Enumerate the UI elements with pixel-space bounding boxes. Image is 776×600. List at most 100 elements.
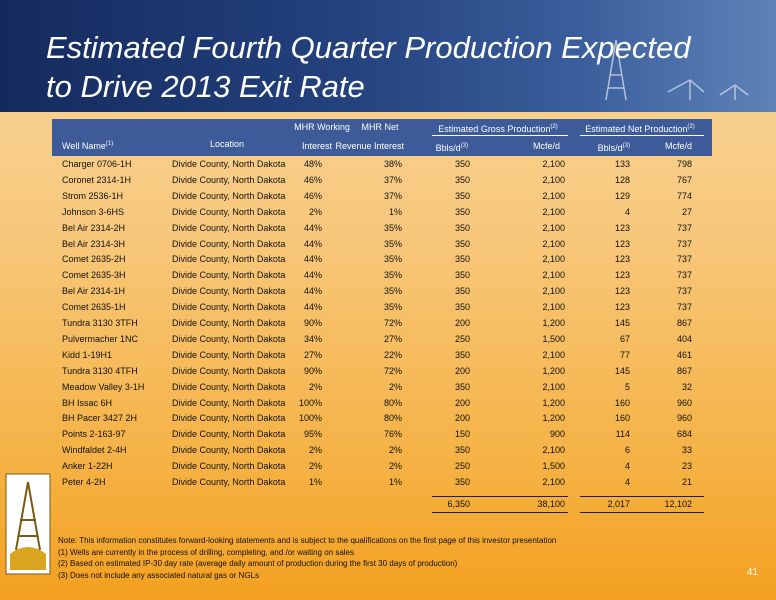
table-cell: 46% <box>303 190 322 201</box>
table-cell: 2,100 <box>542 254 565 265</box>
table-cell: 123 <box>614 238 630 249</box>
table-cell: Pulvermacher 1NC <box>62 333 139 344</box>
table-cell: Divide County, North Dakota <box>172 413 286 424</box>
table-cell: 2% <box>388 461 402 472</box>
table-cell: 350 <box>454 381 470 392</box>
table-cell: Johnson 3-6HS <box>62 206 125 217</box>
table-cell: 38% <box>383 159 402 169</box>
table-cell: Meadow Valley 3-1H <box>62 381 145 392</box>
table-cell: 95% <box>303 429 322 440</box>
table-cell: 44% <box>303 222 322 233</box>
table-cell: 960 <box>676 413 692 424</box>
table-cell: Divide County, North Dakota <box>172 222 286 233</box>
table-cell: 35% <box>383 302 402 313</box>
table-cell: 737 <box>676 238 692 249</box>
table-cell: 100% <box>298 413 322 424</box>
table-cell: 960 <box>676 397 692 408</box>
header-cell: Bbls/d(3) <box>435 143 468 153</box>
table-cell: 2,100 <box>542 477 565 487</box>
table-cell: Divide County, North Dakota <box>172 333 286 344</box>
table-cell: 737 <box>676 270 692 281</box>
table-cell: 35% <box>383 270 402 281</box>
table-cell: 2,100 <box>542 206 565 217</box>
footnote-ref: (3) <box>460 143 468 149</box>
table-cell: 200 <box>454 318 470 328</box>
table-cell: 160 <box>614 397 630 408</box>
note: (1) Wells are currently in the process o… <box>58 547 354 557</box>
table-cell: 350 <box>454 238 470 249</box>
table-cell: 114 <box>615 429 630 440</box>
table-cell: 2,100 <box>542 238 565 249</box>
table-cell: Divide County, North Dakota <box>172 349 286 360</box>
table-cell: 404 <box>676 333 692 344</box>
table-cell: 77 <box>619 349 630 360</box>
table-cell: Divide County, North Dakota <box>172 190 286 201</box>
table-cell: 22% <box>383 349 402 360</box>
table-cell: Coronet 2314-1H <box>62 174 132 185</box>
table-cell: 44% <box>303 254 322 265</box>
table-cell: 1,500 <box>542 333 565 344</box>
table-cell: Divide County, North Dakota <box>172 254 286 265</box>
table-cell: 350 <box>454 222 470 233</box>
table-cell: 133 <box>614 159 630 169</box>
table-cell: Bel Air 2314-2H <box>62 222 126 233</box>
table-cell: 684 <box>676 429 692 440</box>
table-cell: Divide County, North Dakota <box>172 397 286 408</box>
footnote-ref: (2) <box>687 124 695 130</box>
table-cell: 2% <box>388 445 402 456</box>
table-cell: 250 <box>454 461 470 472</box>
table-cell: 350 <box>454 477 470 487</box>
table-cell: 2,100 <box>542 174 565 185</box>
table-cell: Comet 2635-1H <box>62 302 126 313</box>
table-cell: BH Pacer 3427 2H <box>62 413 138 424</box>
table-cell: 6 <box>624 445 630 456</box>
table-cell: 123 <box>614 254 630 265</box>
title-line: Estimated Fourth Quarter Production Expe… <box>46 30 691 65</box>
header-cell: MHR Working <box>294 122 350 132</box>
table-cell: 2,100 <box>542 286 565 297</box>
table-cell: 1% <box>388 477 402 487</box>
table-cell: 867 <box>676 365 692 376</box>
page-number: 41 <box>746 567 758 578</box>
table-cell: 123 <box>614 222 630 233</box>
table-cell: Divide County, North Dakota <box>172 159 286 169</box>
table-cell: 145 <box>614 365 630 376</box>
table-cell: 35% <box>383 286 402 297</box>
table-cell: 34% <box>303 333 322 344</box>
table-cell: 350 <box>454 445 470 456</box>
table-cell: 4 <box>624 461 630 472</box>
total-cell: 2,017 <box>607 498 630 509</box>
table-cell: Peter 4-2H <box>62 477 106 487</box>
table-cell: 350 <box>454 349 470 360</box>
table-cell: 48% <box>303 159 322 169</box>
header-rule <box>432 135 568 136</box>
table-cell: 200 <box>454 365 470 376</box>
table-cell: 250 <box>454 333 470 344</box>
table-cell: 80% <box>383 413 402 424</box>
table-cell: Comet 2635-3H <box>62 270 126 281</box>
table-cell: 44% <box>303 302 322 313</box>
table-cell: 37% <box>383 190 402 201</box>
header-rule <box>580 135 704 136</box>
table-cell: 900 <box>549 429 565 440</box>
header-cell: Revenue Interest <box>335 141 404 151</box>
table-cell: 2% <box>308 206 322 217</box>
table-cell: 2% <box>308 381 322 392</box>
total-rule <box>580 495 704 497</box>
table-cell: Divide County, North Dakota <box>172 461 286 472</box>
table-cell: 27% <box>383 333 402 344</box>
table-cell: 35% <box>383 222 402 233</box>
header-cell: Estimated Gross Production(2) <box>438 124 558 134</box>
table-cell: 350 <box>454 159 470 169</box>
table-cell: Divide County, North Dakota <box>172 270 286 281</box>
total-cell: 38,100 <box>537 498 565 509</box>
header-cell: Bbls/d(3) <box>597 143 630 153</box>
table-cell: 2,100 <box>542 190 565 201</box>
table-cell: Bel Air 2314-1H <box>62 286 126 297</box>
header-cell: MHR Net <box>361 122 399 132</box>
total-rule <box>580 511 704 513</box>
table-cell: Windfaldet 2-4H <box>62 445 127 456</box>
table-cell: 461 <box>676 349 692 360</box>
table-cell: 1% <box>388 206 402 217</box>
